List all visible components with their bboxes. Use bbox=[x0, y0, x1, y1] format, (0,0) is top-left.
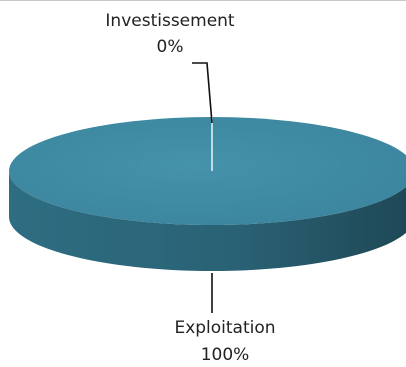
data-label-investissement-value: 0% bbox=[145, 37, 195, 58]
data-label-exploitation-value: 100% bbox=[195, 345, 255, 366]
leader-line-investissement bbox=[192, 63, 212, 123]
data-label-exploitation-name: Exploitation bbox=[165, 318, 285, 339]
pie-top-face bbox=[9, 117, 406, 225]
data-label-investissement-name: Investissement bbox=[90, 11, 250, 32]
